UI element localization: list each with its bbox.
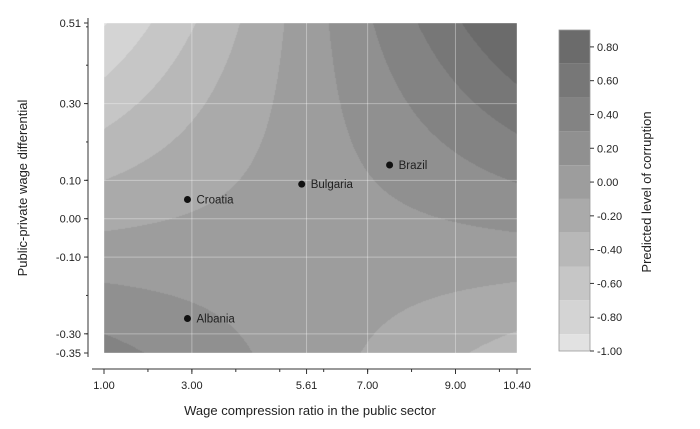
- y-tick-label: -0.30: [56, 329, 81, 341]
- colorbar-tick-label: 0.20: [597, 143, 618, 155]
- colorbar-tick-label: 0.40: [597, 109, 618, 121]
- colorbar-tick-label: -0.60: [597, 278, 622, 290]
- colorbar-tick-label: -0.40: [597, 245, 622, 257]
- y-axis-label: Public-private wage differential: [15, 99, 30, 276]
- y-tick-label: 0.00: [60, 214, 81, 226]
- contour-surface: [104, 23, 517, 353]
- x-tick-label: 9.00: [445, 380, 466, 392]
- country-points: Brazil Bulgaria Croatia Albania: [183, 160, 428, 325]
- grid: [103, 22, 518, 354]
- x-tick-label: 5.61: [296, 380, 317, 392]
- colorbar-label: Predicted level of corruption: [639, 111, 654, 272]
- colorbar-band: [559, 63, 590, 98]
- x-axis-label: Wage compression ratio in the public sec…: [184, 403, 436, 418]
- country-point: [386, 161, 394, 169]
- colorbar-band: [559, 131, 590, 166]
- y-tick-label: -0.10: [56, 252, 81, 264]
- y-tick-label: 0.30: [60, 99, 81, 111]
- country-label: Brazil: [399, 160, 428, 172]
- y-tick-label: 0.10: [60, 175, 81, 187]
- country-label: Bulgaria: [311, 179, 354, 191]
- colorbar-band: [559, 334, 590, 351]
- contour-fill: [104, 23, 517, 353]
- colorbar-frame: [558, 29, 591, 352]
- colorbar-tick-label: 0.80: [597, 42, 618, 54]
- colorbar: 0.80 0.60 0.40 0.20 0.00 -0.20 -0.40 -0.60 -0.80…: [558, 29, 622, 358]
- x-tick-label: 3.00: [181, 380, 202, 392]
- y-tick-label: 0.51: [60, 18, 81, 30]
- colorbar-band: [559, 300, 590, 335]
- colorbar-tick-label: 0.60: [597, 76, 618, 88]
- x-tick-label: 10.40: [503, 380, 531, 392]
- colorbar-tick-label: -0.20: [597, 211, 622, 223]
- country-point: [183, 196, 191, 204]
- country-label: Croatia: [196, 195, 234, 207]
- x-tick-label: 7.00: [357, 380, 378, 392]
- axes: 0.51 0.30 0.10 0.00 -0.10 -0.30 -0.35 1.00 3.00 5…: [56, 18, 531, 392]
- country-point: [183, 314, 191, 322]
- colorbar-band: [559, 165, 590, 199]
- colorbar-band: [559, 266, 590, 301]
- colorbar-band: [559, 232, 590, 267]
- colorbar-tick-label: 0.00: [597, 177, 618, 189]
- colorbar-band: [559, 97, 590, 132]
- x-tick-label: 1.00: [93, 380, 114, 392]
- country-label: Albania: [196, 313, 235, 325]
- country-point: [298, 180, 306, 188]
- colorbar-tick-label: -0.80: [597, 312, 622, 324]
- colorbar-band: [559, 198, 590, 233]
- colorbar-band: [559, 30, 590, 64]
- colorbar-tick-label: -1.00: [597, 346, 622, 358]
- y-tick-label: -0.35: [56, 348, 81, 360]
